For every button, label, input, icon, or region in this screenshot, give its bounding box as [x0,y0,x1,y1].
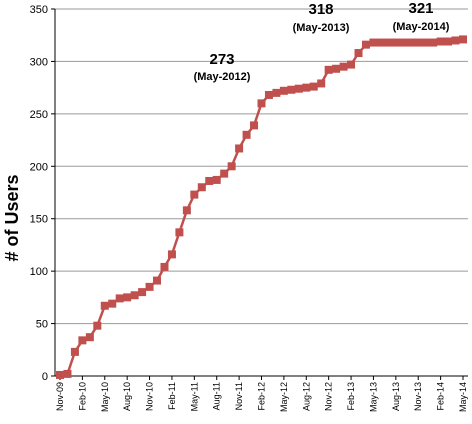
data-point-Jan-12 [250,121,259,130]
y-axis-label: # of Users [2,174,22,261]
annotation-value-May-13: 318 [308,1,333,18]
y-tick-label-300: 300 [30,56,48,68]
data-point-Apr-14 [451,36,460,45]
data-point-Feb-14 [436,37,445,46]
data-point-Apr-11 [182,206,191,215]
y-tick-label-150: 150 [30,214,48,226]
data-point-Oct-13 [406,38,415,47]
data-point-Dec-09 [63,369,72,378]
x-tick-label-May-11: May-11 [189,382,199,411]
data-point-Oct-10 [138,288,147,297]
data-point-Jan-14 [429,38,438,47]
annotations: 273 (May-2012) 318 (May-2013) 321 (May-2014) [194,0,450,83]
data-point-May-14 [459,35,467,44]
y-tick-label-350: 350 [30,4,48,16]
data-point-Nov-11 [235,144,244,153]
data-point-Dec-13 [421,38,430,47]
data-point-Mar-13 [354,49,363,58]
data-point-Mar-10 [85,333,94,342]
data-point-Jul-11 [205,176,214,185]
annotation-date-May-12: (May-2012) [194,71,251,83]
y-tick-label-200: 200 [30,161,48,173]
y-tick-label-50: 50 [36,319,48,331]
data-point-Oct-11 [227,162,236,171]
data-point-Aug-10 [123,293,132,302]
x-tick-label-Feb-10: Feb-10 [77,382,87,411]
data-point-Aug-12 [302,83,311,92]
x-tick-label-May-14: May-14 [458,382,468,412]
x-tick-label-Aug-11: Aug-11 [212,382,222,410]
data-point-Oct-12 [317,79,326,88]
data-point-Jun-11 [197,183,206,192]
axes [51,8,468,380]
data-point-Apr-10 [93,321,102,330]
data-point-Nov-13 [414,38,423,47]
x-tick-label-May-12: May-12 [279,382,289,412]
x-tick-label-Nov-13: Nov-13 [413,382,423,411]
data-point-Dec-12 [332,64,341,73]
data-point-Jun-12 [287,85,296,94]
data-point-May-11 [190,190,199,199]
x-tick-label-May-10: May-10 [100,382,110,412]
data-point-Mar-11 [175,228,184,237]
annotation-date-May-13: (May-2013) [293,22,350,34]
data-point-Jan-13 [339,62,348,71]
x-tick-label-Nov-10: Nov-10 [145,382,155,411]
data-point-Jun-13 [376,38,385,47]
data-point-Dec-10 [153,276,162,285]
data-point-Apr-13 [361,40,370,49]
annotation-value-May-12: 273 [209,51,234,68]
data-point-Jan-10 [70,347,79,356]
y-tick-label-100: 100 [30,266,48,278]
x-tick-label-Nov-09: Nov-09 [55,382,65,411]
x-tick-label-May-13: May-13 [368,382,378,412]
data-point-Aug-13 [391,38,400,47]
data-point-Dec-11 [242,130,251,139]
data-point-Sep-10 [130,291,139,300]
series-line [59,38,464,377]
x-tick-label-Feb-13: Feb-13 [346,382,356,411]
data-point-Jul-12 [294,84,303,93]
data-point-Feb-12 [257,99,266,108]
data-point-May-13 [369,38,378,47]
x-tick-label-Aug-10: Aug-10 [122,382,132,411]
data-point-Nov-12 [324,65,333,74]
x-tick-label-Nov-11: Nov-11 [234,382,244,410]
data-point-Feb-13 [347,60,356,69]
data-point-Nov-10 [145,282,154,291]
data-point-Sep-13 [399,38,408,47]
data-point-Jan-11 [160,262,169,271]
data-point-Apr-12 [272,88,281,97]
data-point-May-12 [279,86,288,95]
x-tick-label-Feb-11: Feb-11 [167,382,177,410]
data-point-Nov-09 [56,370,64,379]
data-point-Jul-10 [115,294,124,303]
data-point-Jul-13 [384,38,393,47]
y-tick-label-250: 250 [30,109,48,121]
x-tick-label-Nov-12: Nov-12 [324,382,334,411]
data-point-Aug-11 [212,175,221,184]
x-tick-label-Aug-12: Aug-12 [301,382,311,411]
grid-lines [55,8,468,325]
x-tick-label-Feb-14: Feb-14 [436,382,446,411]
data-point-Feb-11 [167,250,176,259]
x-tick-labels: Nov-09 Feb-10 May-10 Aug-10 Nov-10 Feb-11 May-… [55,382,468,412]
data-point-Mar-12 [264,90,273,99]
y-tick-label-0: 0 [42,371,48,383]
data-point-Sep-11 [220,169,229,178]
data-point-Sep-12 [309,82,318,91]
x-tick-label-Aug-13: Aug-13 [391,382,401,411]
data-point-May-10 [100,301,109,310]
data-point-Mar-14 [444,37,453,46]
annotation-date-May-14: (May-2014) [393,21,450,33]
x-tick-label-Feb-12: Feb-12 [257,382,267,411]
series-layer [56,35,467,379]
annotation-value-May-14: 321 [408,0,433,17]
y-tick-labels: 0 50 100 150 200 250 300 350 [30,4,48,383]
data-point-Feb-10 [78,336,87,345]
data-point-Jun-10 [108,299,117,308]
